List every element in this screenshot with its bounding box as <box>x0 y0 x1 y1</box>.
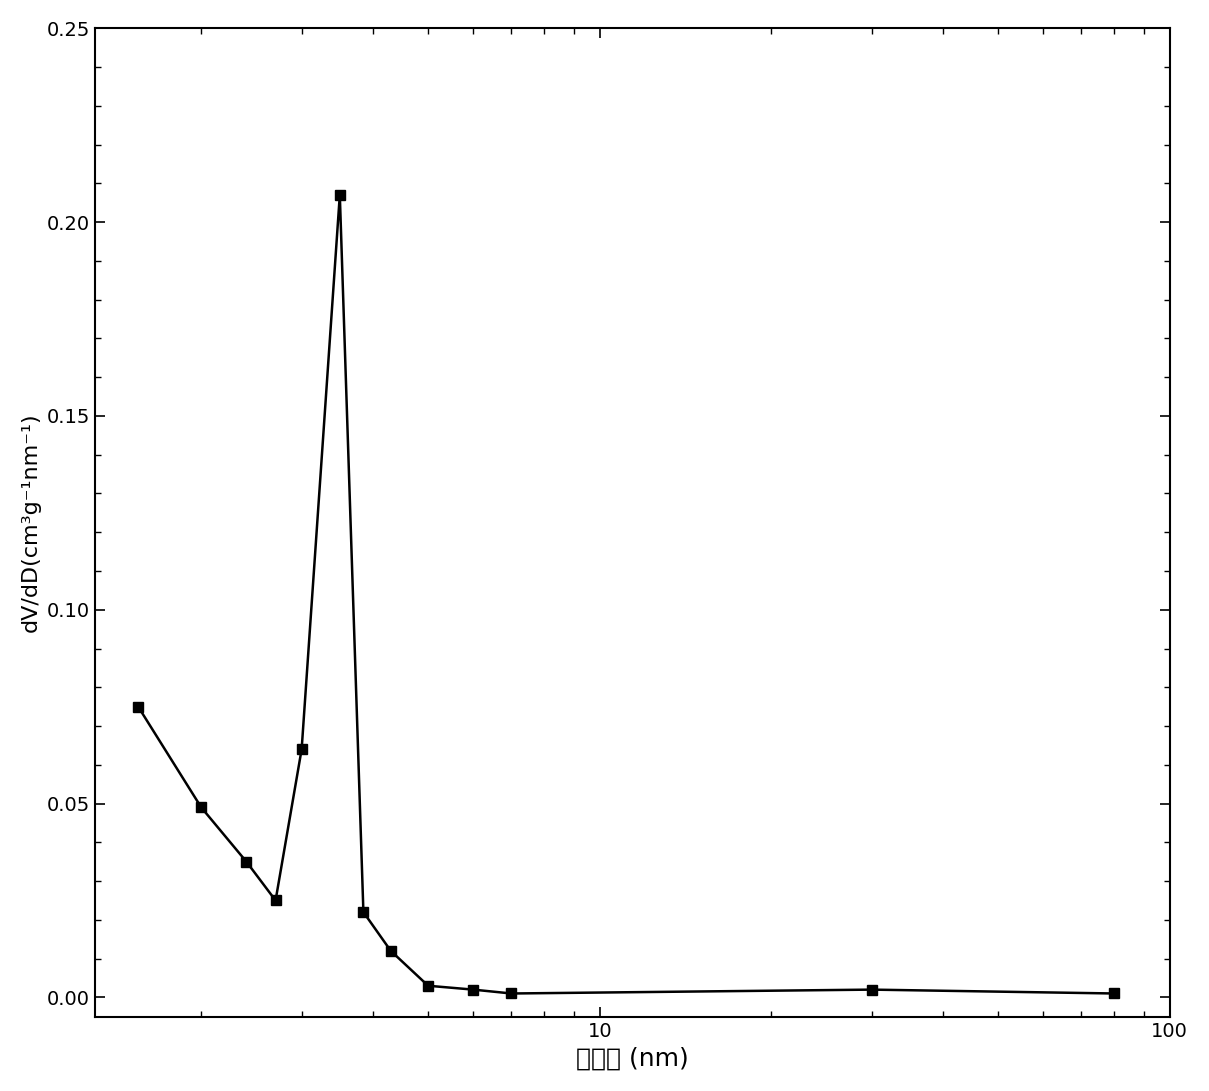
X-axis label: 孔尺寸 (nm): 孔尺寸 (nm) <box>575 1046 689 1070</box>
Y-axis label: dV/dD(cm³g⁻¹nm⁻¹): dV/dD(cm³g⁻¹nm⁻¹) <box>21 412 41 633</box>
